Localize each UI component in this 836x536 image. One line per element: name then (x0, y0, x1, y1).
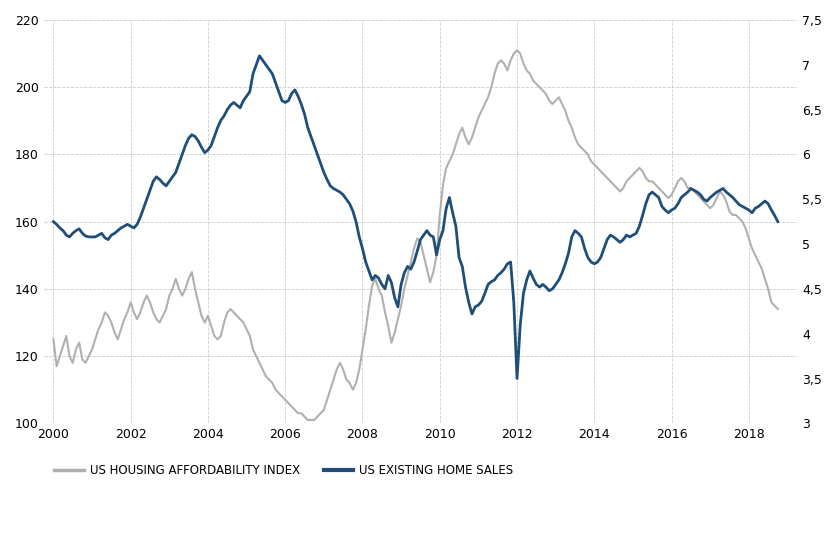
Legend: US HOUSING AFFORDABILITY INDEX, US EXISTING HOME SALES: US HOUSING AFFORDABILITY INDEX, US EXIST… (49, 459, 517, 482)
